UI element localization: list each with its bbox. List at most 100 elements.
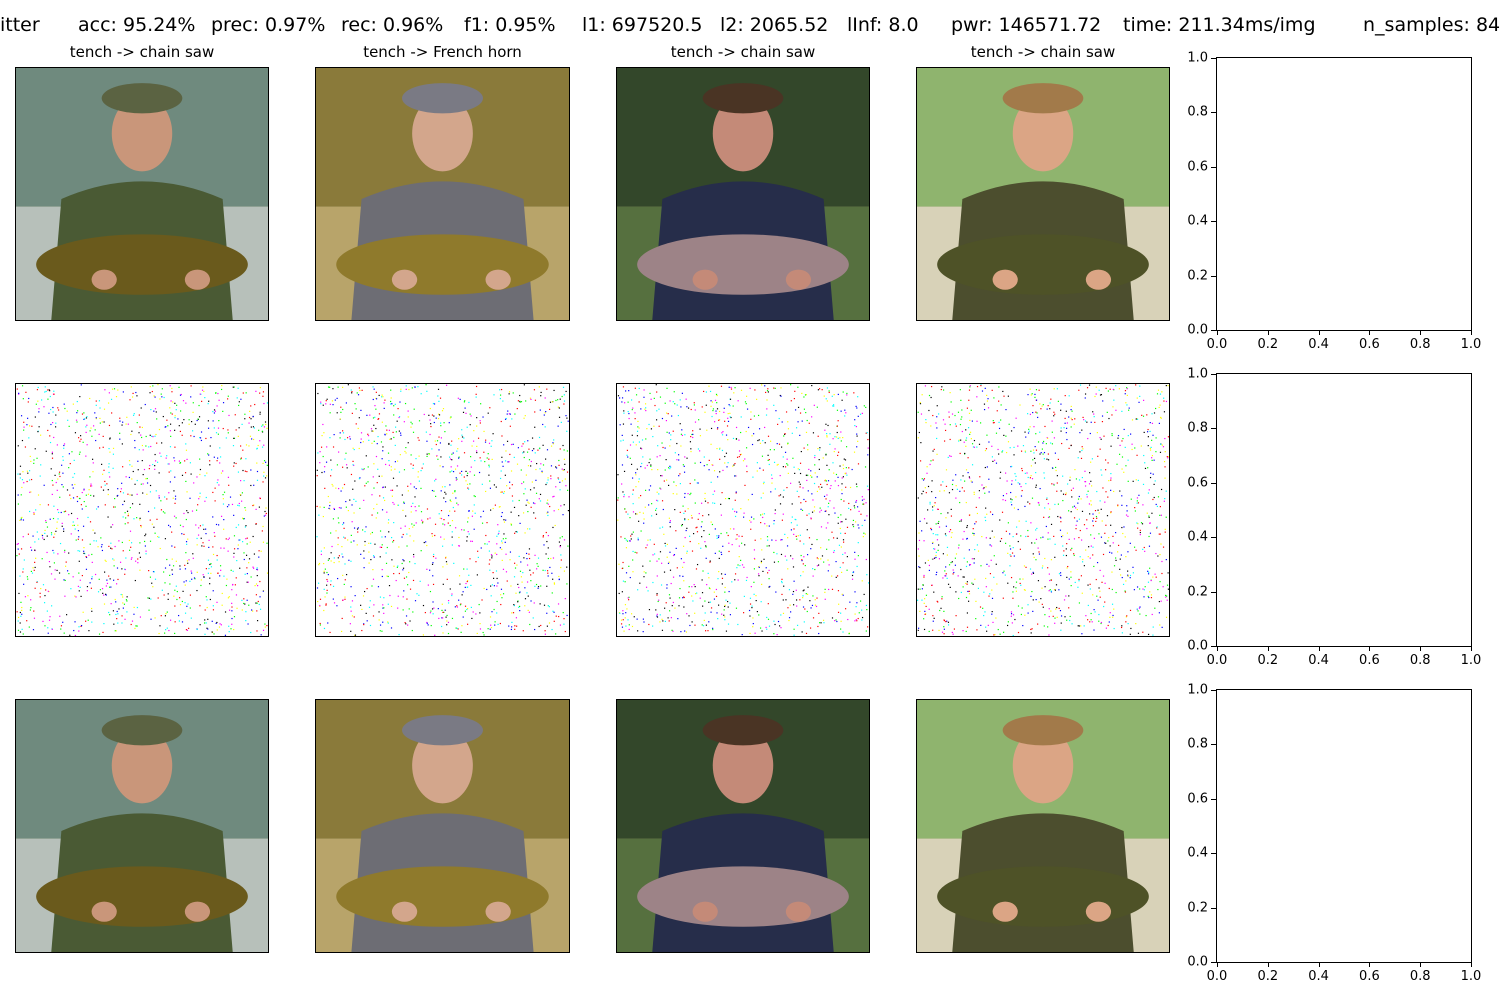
original-photo bbox=[616, 67, 870, 321]
person-face bbox=[712, 727, 774, 804]
y-tick-label: 0.8 bbox=[1187, 420, 1208, 436]
adversarial-image-panel bbox=[616, 699, 870, 953]
y-tick-label: 0.4 bbox=[1187, 845, 1208, 861]
fish bbox=[336, 866, 549, 927]
adversarial-image-panel bbox=[15, 699, 269, 953]
fish bbox=[336, 234, 549, 295]
y-tick-label: 0.0 bbox=[1187, 638, 1208, 654]
prediction-caption: tench -> French horn bbox=[363, 43, 522, 61]
x-tick-label: 0.2 bbox=[1257, 337, 1279, 352]
person-hand bbox=[184, 901, 211, 922]
person-hand bbox=[391, 269, 418, 290]
x-tick-label: 1.0 bbox=[1460, 969, 1482, 984]
empty-axes: 0.0 0.0 0.2 0.2 0.4 0.4 0.6 0.6 0.8 0.8 1.0 1.0 bbox=[1187, 51, 1481, 353]
adversarial-image-panel bbox=[315, 699, 570, 953]
y-tick-mark bbox=[1211, 646, 1216, 647]
fish bbox=[637, 234, 849, 295]
y-tick-label: 0.6 bbox=[1187, 475, 1208, 491]
x-tick-mark bbox=[1318, 646, 1320, 651]
y-tick-mark bbox=[1211, 112, 1216, 114]
perturbation-panel bbox=[616, 383, 870, 637]
y-tick-mark bbox=[1211, 275, 1216, 277]
x-tick-label: 0.4 bbox=[1308, 337, 1329, 352]
stat-l1: l1: 697520.5 bbox=[582, 14, 703, 36]
person-hand bbox=[692, 269, 718, 290]
stat-f1: f1: 0.95% bbox=[464, 14, 556, 36]
stat-l2: l2: 2065.52 bbox=[720, 14, 829, 36]
perturbation-noise bbox=[315, 383, 570, 637]
y-tick-mark bbox=[1211, 798, 1216, 800]
x-tick-label: 0.2 bbox=[1257, 969, 1279, 984]
stat-accuracy: acc: 95.24% bbox=[78, 14, 196, 36]
person-hat bbox=[1002, 83, 1084, 114]
adversarial-photo bbox=[916, 699, 1170, 953]
stat-precision: prec: 0.97% bbox=[211, 14, 326, 36]
fish bbox=[937, 234, 1149, 295]
x-tick-label: 0.2 bbox=[1257, 653, 1279, 668]
person-face bbox=[111, 95, 173, 172]
y-tick-mark bbox=[1211, 482, 1216, 484]
x-tick-mark bbox=[1471, 962, 1472, 967]
adversarial-image-panel bbox=[916, 699, 1170, 953]
prediction-caption: tench -> chain saw bbox=[69, 43, 215, 61]
x-tick-label: 1.0 bbox=[1460, 653, 1482, 668]
noise-pattern bbox=[617, 384, 869, 636]
x-tick-label: 0.8 bbox=[1409, 653, 1431, 668]
y-tick-mark bbox=[1211, 690, 1216, 691]
y-tick-label: 1.0 bbox=[1187, 366, 1208, 382]
adversarial-photo bbox=[15, 699, 269, 953]
x-tick-mark bbox=[1217, 330, 1218, 335]
person-face bbox=[111, 727, 173, 804]
person-hat bbox=[1002, 715, 1084, 746]
x-tick-mark bbox=[1217, 646, 1218, 651]
x-tick-mark bbox=[1471, 646, 1472, 651]
person-hat bbox=[402, 715, 483, 746]
stat-method: itter bbox=[0, 14, 40, 36]
x-tick-mark bbox=[1267, 646, 1269, 651]
stat-time: time: 211.34ms/img bbox=[1123, 14, 1316, 36]
y-tick-mark bbox=[1211, 591, 1216, 593]
noise-pattern bbox=[316, 384, 569, 636]
person-hat bbox=[101, 83, 183, 114]
y-tick-label: 0.2 bbox=[1187, 584, 1208, 600]
empty-axes: 0.0 0.0 0.2 0.2 0.4 0.4 0.6 0.6 0.8 0.8 1.0 1.0 bbox=[1187, 683, 1481, 985]
person-face bbox=[712, 95, 774, 172]
empty-axes: 0.0 0.0 0.2 0.2 0.4 0.4 0.6 0.6 0.8 0.8 1.0 1.0 bbox=[1187, 367, 1481, 669]
y-tick-label: 0.2 bbox=[1187, 900, 1208, 916]
stat-power: pwr: 146571.72 bbox=[951, 14, 1102, 36]
y-tick-mark bbox=[1211, 428, 1216, 430]
person-hand bbox=[485, 901, 511, 922]
person-hand bbox=[91, 901, 117, 922]
person-hand bbox=[485, 269, 511, 290]
person-hat bbox=[101, 715, 183, 746]
y-tick-mark bbox=[1211, 537, 1216, 539]
y-tick-label: 0.0 bbox=[1187, 954, 1208, 970]
y-tick-mark bbox=[1211, 853, 1216, 855]
y-tick-mark bbox=[1211, 221, 1216, 223]
person-hand bbox=[184, 269, 211, 290]
y-tick-label: 0.8 bbox=[1187, 104, 1208, 120]
x-tick-mark bbox=[1369, 962, 1371, 967]
fish bbox=[36, 866, 248, 927]
x-tick-mark bbox=[1420, 962, 1422, 967]
metrics-header: itter acc: 95.24% prec: 0.97% rec: 0.96%… bbox=[0, 14, 1500, 44]
y-tick-label: 1.0 bbox=[1187, 682, 1208, 698]
x-tick-label: 0.4 bbox=[1308, 653, 1329, 668]
y-tick-mark bbox=[1211, 744, 1216, 746]
person-hand bbox=[992, 269, 1018, 290]
person-face bbox=[412, 727, 473, 804]
person-hand bbox=[1085, 901, 1112, 922]
perturbation-panel bbox=[15, 383, 269, 637]
original-photo bbox=[916, 67, 1170, 321]
y-tick-label: 0.0 bbox=[1187, 322, 1208, 338]
x-tick-mark bbox=[1267, 330, 1269, 335]
x-tick-mark bbox=[1267, 962, 1269, 967]
x-tick-label: 0.0 bbox=[1206, 969, 1228, 984]
y-tick-label: 0.2 bbox=[1187, 268, 1208, 284]
fish bbox=[36, 234, 248, 295]
person-hand bbox=[391, 901, 418, 922]
perturbation-panel bbox=[916, 383, 1170, 637]
y-tick-label: 1.0 bbox=[1187, 50, 1208, 66]
x-tick-mark bbox=[1471, 330, 1472, 335]
person-hand bbox=[785, 901, 812, 922]
